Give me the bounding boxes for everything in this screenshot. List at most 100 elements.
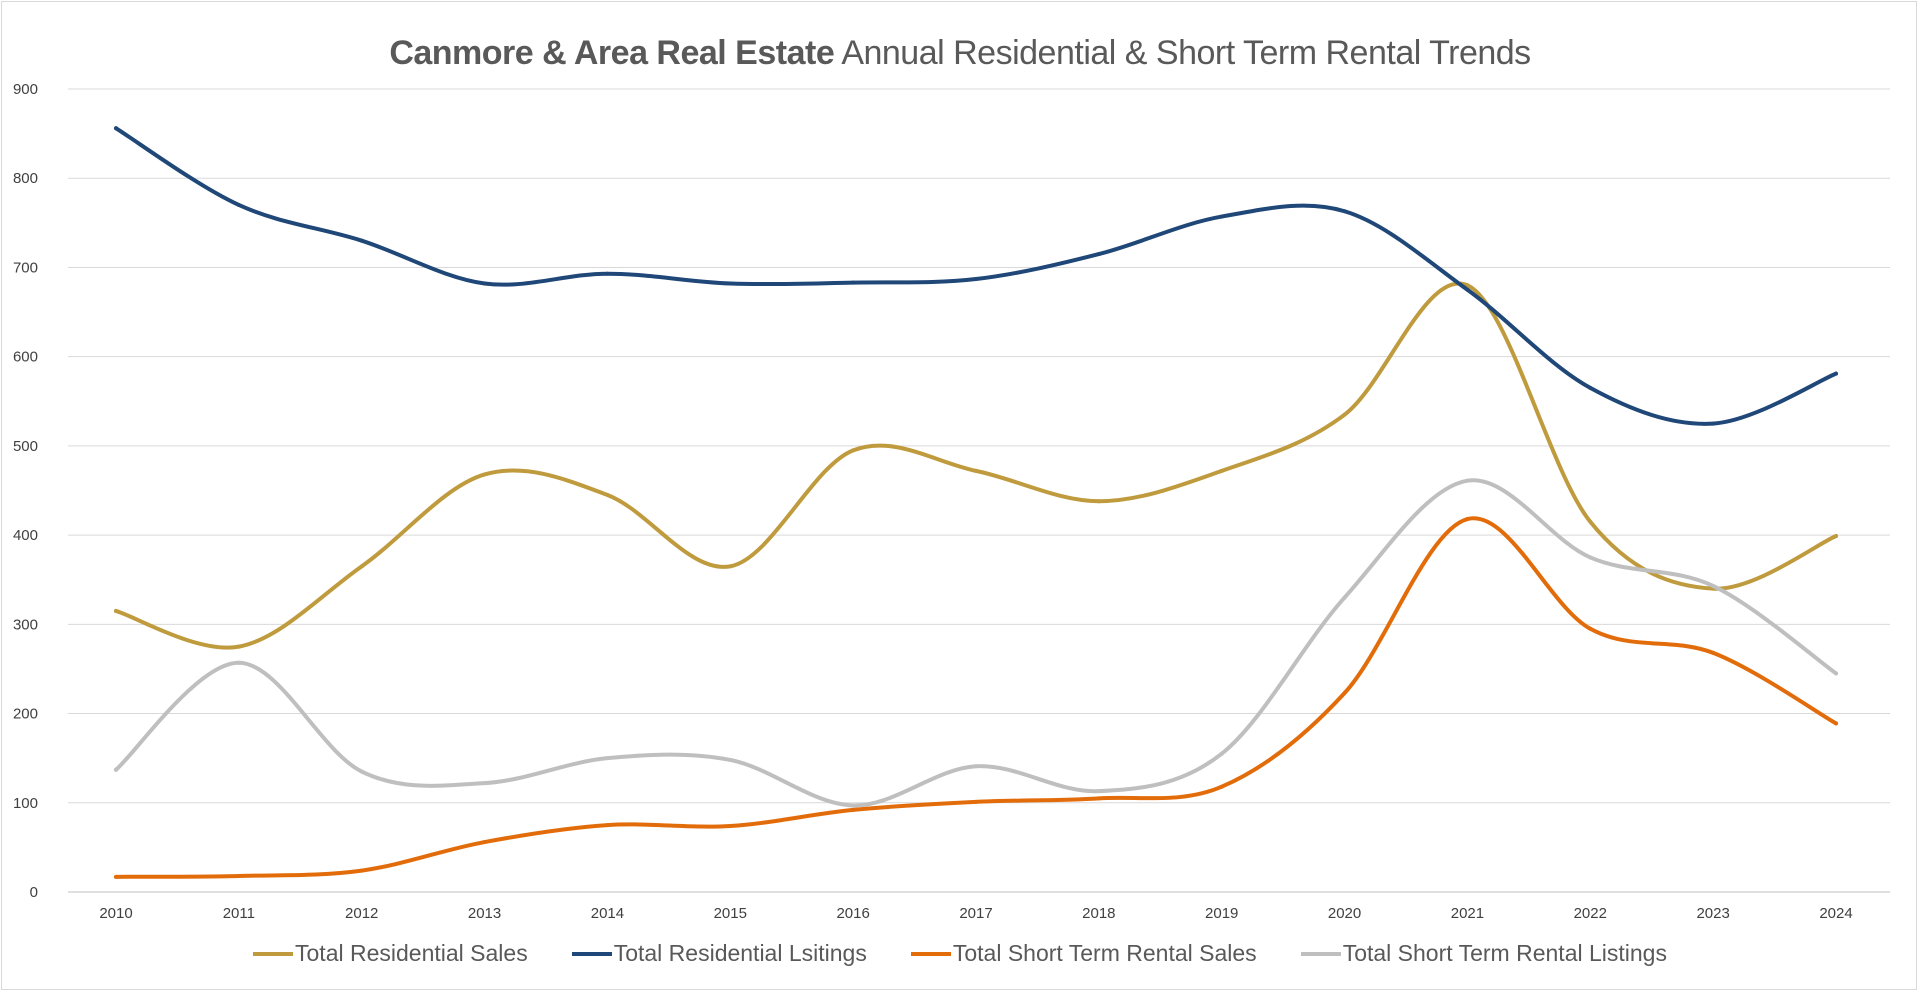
- legend-label: Total Residential Lsitings: [613, 940, 867, 966]
- data-point: [1465, 287, 1470, 292]
- chart-title-rest: Annual Residential & Short Term Rental T…: [841, 34, 1531, 72]
- data-point: [974, 468, 978, 473]
- series-line-4: [114, 478, 1838, 808]
- data-point: [1219, 751, 1224, 756]
- y-tick-label: 700: [13, 259, 38, 276]
- data-point: [1711, 421, 1716, 426]
- x-axis-ticks: 2010 2011 2012 2013 2014 2015 2016 2017 2018 2019…: [99, 905, 1852, 922]
- chart-legend: Total Residential Sales Total Residential…: [0, 940, 1920, 967]
- data-point: [236, 644, 241, 649]
- data-point: [1588, 626, 1593, 631]
- data-point: [1342, 412, 1347, 417]
- data-point: [1219, 784, 1224, 789]
- data-point: [114, 767, 118, 772]
- data-point: [482, 781, 487, 786]
- legend-swatch: [910, 951, 951, 956]
- data-point: [728, 281, 733, 286]
- data-point: [359, 564, 364, 569]
- y-tick-label: 400: [13, 527, 38, 544]
- legend-item: Total Short Term Rental Sales: [910, 940, 1257, 967]
- data-point: [605, 756, 610, 761]
- legend-item: Total Short Term Rental Listings: [1300, 940, 1667, 967]
- x-tick-label: 2015: [714, 905, 747, 922]
- series-lines: [114, 126, 1838, 879]
- x-tick-label: 2016: [836, 905, 869, 922]
- series-line-1: [114, 281, 1838, 650]
- x-tick-label: 2011: [223, 905, 255, 922]
- data-point: [605, 823, 610, 828]
- legend-swatch: [1300, 951, 1341, 956]
- data-point: [851, 280, 856, 285]
- x-tick-label: 2012: [345, 905, 378, 922]
- x-tick-label: 2023: [1696, 905, 1729, 922]
- data-point: [482, 281, 487, 286]
- y-tick-label: 100: [13, 795, 38, 812]
- x-tick-label: 2022: [1574, 905, 1607, 922]
- x-tick-label: 2021: [1451, 905, 1484, 922]
- y-tick-label: 600: [13, 349, 38, 366]
- data-point: [236, 660, 241, 665]
- gridlines: [68, 88, 1890, 893]
- y-tick-label: 900: [13, 81, 38, 98]
- data-point: [114, 608, 118, 613]
- x-tick-label: 2014: [591, 905, 624, 922]
- data-point: [1834, 671, 1838, 676]
- data-point: [605, 271, 610, 276]
- data-point: [482, 472, 487, 477]
- chart-title: Canmore & Area Real Estate Annual Reside…: [0, 34, 1920, 73]
- x-tick-label: 2020: [1328, 905, 1361, 922]
- series-line-2: [114, 126, 1838, 426]
- x-tick-label: 2018: [1082, 905, 1115, 922]
- y-tick-label: 0: [30, 884, 38, 901]
- data-point: [605, 492, 610, 497]
- data-point: [1588, 519, 1593, 524]
- data-point: [236, 202, 241, 207]
- legend-swatch: [571, 951, 612, 956]
- data-point: [1834, 371, 1838, 376]
- x-tick-label: 2017: [959, 905, 992, 922]
- x-tick-label: 2010: [99, 905, 132, 922]
- legend-label: Total Residential Sales: [295, 940, 528, 966]
- y-tick-label: 300: [13, 616, 38, 633]
- data-point: [1711, 583, 1716, 588]
- data-point: [359, 769, 364, 774]
- legend-label: Total Short Term Rental Listings: [1342, 940, 1667, 966]
- legend-swatch: [253, 951, 294, 956]
- legend-label: Total Short Term Rental Sales: [952, 940, 1257, 966]
- data-point: [1096, 499, 1101, 504]
- data-point: [359, 238, 364, 243]
- y-tick-label: 200: [13, 706, 38, 723]
- data-point: [851, 803, 856, 808]
- data-point: [1342, 691, 1347, 696]
- data-point: [482, 840, 487, 845]
- y-tick-label: 500: [13, 438, 38, 455]
- data-point: [236, 873, 241, 878]
- data-point: [1465, 478, 1470, 483]
- data-point: [1588, 385, 1593, 390]
- data-point: [974, 277, 978, 282]
- data-point: [1219, 214, 1224, 219]
- y-tick-label: 800: [13, 170, 38, 187]
- legend-item: Total Residential Sales: [253, 940, 528, 967]
- data-point: [851, 448, 856, 453]
- data-point: [359, 868, 364, 873]
- data-point: [1096, 789, 1101, 794]
- data-point: [1834, 721, 1838, 726]
- chart-title-bold: Canmore & Area Real Estate: [389, 34, 835, 72]
- data-point: [1588, 555, 1593, 560]
- data-point: [728, 757, 733, 762]
- data-point: [1219, 468, 1224, 473]
- x-tick-label: 2019: [1205, 905, 1238, 922]
- data-point: [728, 564, 733, 569]
- data-point: [1096, 252, 1101, 257]
- x-tick-label: 2013: [468, 905, 501, 922]
- x-tick-label: 2024: [1819, 905, 1852, 922]
- data-point: [114, 874, 118, 879]
- data-point: [1711, 650, 1716, 655]
- data-point: [114, 126, 118, 131]
- data-point: [974, 764, 978, 769]
- data-point: [1465, 283, 1470, 288]
- data-point: [974, 799, 978, 804]
